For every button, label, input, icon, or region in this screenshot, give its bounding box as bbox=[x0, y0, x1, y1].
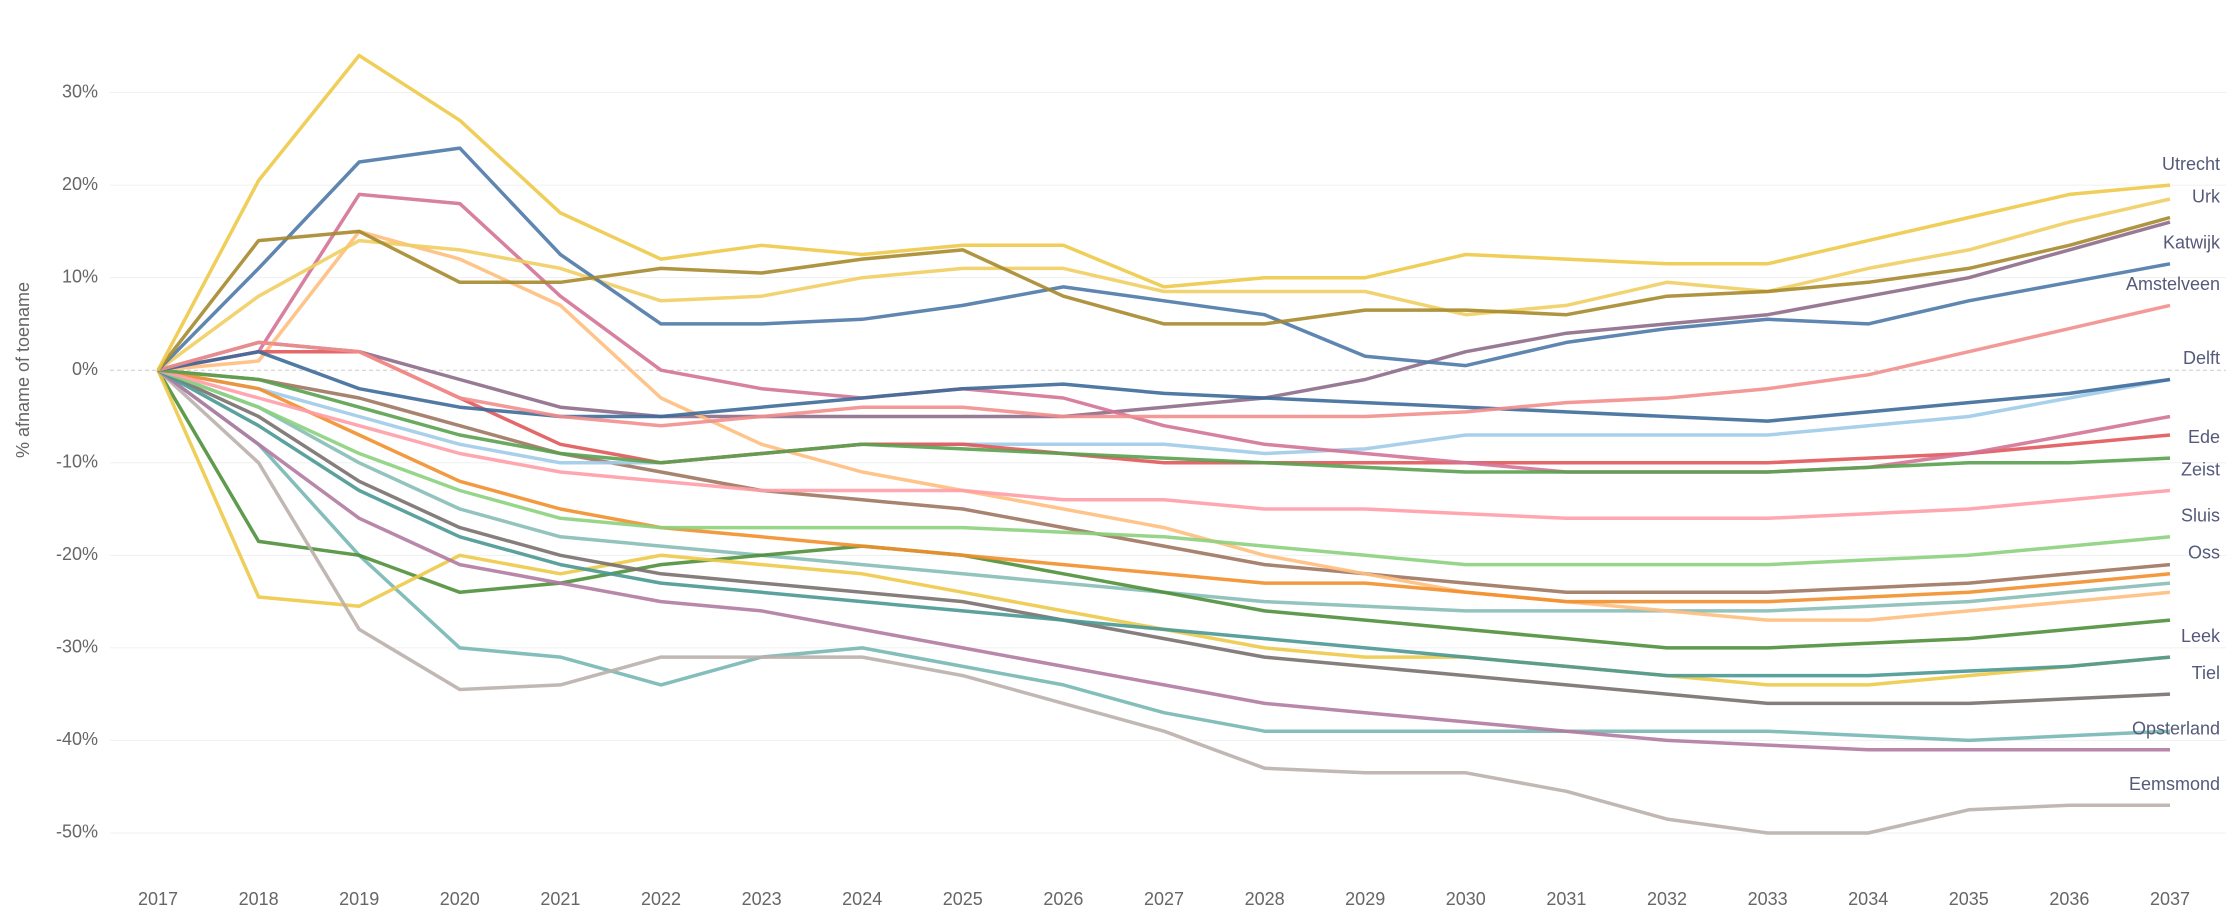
y-tick-label: -10% bbox=[56, 452, 98, 472]
y-tick-label: -40% bbox=[56, 729, 98, 749]
y-tick-label: 0% bbox=[72, 359, 98, 379]
series-line bbox=[157, 303, 2171, 428]
y-tick-label: -30% bbox=[56, 637, 98, 657]
x-tick-label: 2027 bbox=[1144, 889, 1184, 909]
series-line bbox=[156, 368, 2170, 752]
series-line bbox=[157, 368, 2171, 465]
series-line bbox=[156, 368, 2170, 835]
series-line bbox=[157, 349, 2171, 465]
series-label: Sluis bbox=[2181, 506, 2220, 526]
x-tick-label: 2024 bbox=[842, 889, 882, 909]
y-axis-label: % afname of toename bbox=[13, 282, 33, 458]
series-line bbox=[157, 368, 2171, 474]
series-label: Eemsmond bbox=[2129, 774, 2220, 794]
x-tick-label: 2031 bbox=[1546, 889, 1586, 909]
series-line bbox=[157, 229, 2171, 622]
series-line bbox=[157, 349, 2171, 423]
series-line bbox=[156, 53, 2171, 372]
series-label: Oss bbox=[2188, 543, 2220, 563]
x-tick-label: 2026 bbox=[1043, 889, 1083, 909]
x-tick-label: 2030 bbox=[1446, 889, 1486, 909]
x-tick-label: 2021 bbox=[540, 889, 580, 909]
series-line bbox=[157, 368, 2171, 604]
x-tick-label: 2018 bbox=[239, 889, 279, 909]
x-tick-label: 2037 bbox=[2150, 889, 2190, 909]
x-tick-label: 2032 bbox=[1647, 889, 1687, 909]
series-line bbox=[157, 368, 2171, 678]
x-tick-label: 2025 bbox=[943, 889, 983, 909]
series-label: Opsterland bbox=[2132, 718, 2220, 738]
y-tick-label: 20% bbox=[62, 174, 98, 194]
series-line bbox=[157, 368, 2171, 595]
series-line bbox=[157, 368, 2171, 521]
x-tick-label: 2034 bbox=[1848, 889, 1888, 909]
x-tick-label: 2023 bbox=[742, 889, 782, 909]
series-line bbox=[157, 368, 2171, 706]
series-label: Utrecht bbox=[2162, 154, 2220, 174]
x-tick-label: 2017 bbox=[138, 889, 178, 909]
series-line bbox=[156, 215, 2171, 372]
y-tick-label: -20% bbox=[56, 544, 98, 564]
x-tick-label: 2020 bbox=[440, 889, 480, 909]
x-tick-label: 2029 bbox=[1345, 889, 1385, 909]
series-label: Zeist bbox=[2181, 459, 2220, 479]
x-tick-label: 2035 bbox=[1949, 889, 1989, 909]
series-label: Leek bbox=[2181, 626, 2221, 646]
y-tick-label: 10% bbox=[62, 266, 98, 286]
series-line bbox=[157, 192, 2171, 474]
x-tick-label: 2028 bbox=[1245, 889, 1285, 909]
series-line bbox=[157, 368, 2171, 567]
series-label: Urk bbox=[2192, 186, 2221, 206]
series-line bbox=[156, 146, 2171, 372]
series-label: Tiel bbox=[2192, 663, 2220, 683]
series-label: Katwijk bbox=[2163, 233, 2221, 253]
series-line bbox=[156, 197, 2171, 372]
series-label: Amstelveen bbox=[2126, 274, 2220, 294]
x-tick-label: 2022 bbox=[641, 889, 681, 909]
x-tick-label: 2019 bbox=[339, 889, 379, 909]
series-label: Delft bbox=[2183, 348, 2220, 368]
series-label: Ede bbox=[2188, 427, 2220, 447]
y-tick-label: -50% bbox=[56, 822, 98, 842]
x-tick-label: 2036 bbox=[2049, 889, 2089, 909]
series-line bbox=[156, 369, 2171, 650]
y-tick-label: 30% bbox=[62, 81, 98, 101]
x-tick-label: 2033 bbox=[1748, 889, 1788, 909]
series-line bbox=[156, 368, 2171, 743]
series-line bbox=[157, 220, 2171, 419]
